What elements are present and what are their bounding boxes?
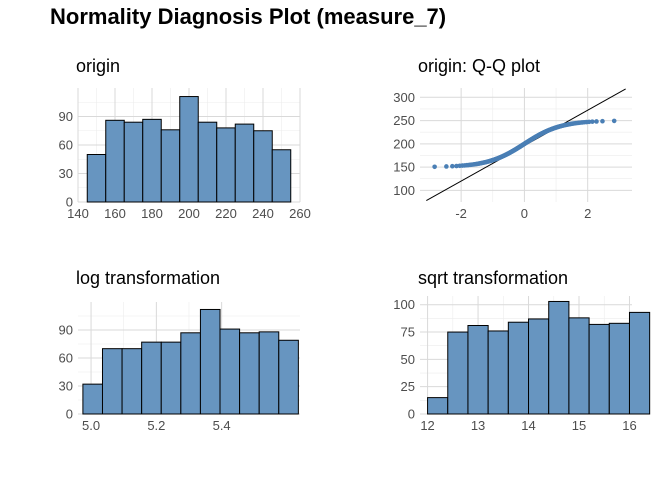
x-tick-label: 14 <box>521 418 535 433</box>
panel-title: sqrt transformation <box>418 268 568 288</box>
panel-title: origin: Q-Q plot <box>418 56 540 76</box>
y-tick-label: 100 <box>393 183 415 198</box>
page-title: Normality Diagnosis Plot (measure_7) <box>50 4 447 29</box>
histogram-bar <box>82 383 103 415</box>
qq-point <box>594 119 599 124</box>
histogram-bar <box>199 308 221 415</box>
histogram-bar <box>234 123 255 203</box>
x-tick-label: 5.2 <box>147 418 165 433</box>
y-tick-label: 25 <box>401 379 415 394</box>
x-tick-label: 140 <box>67 206 89 221</box>
y-tick-label: 30 <box>59 379 73 394</box>
x-tick-label: 0 <box>521 206 528 221</box>
histogram-bar <box>86 154 107 203</box>
histogram-bar <box>467 325 489 415</box>
histogram-bar <box>180 332 201 415</box>
panel-sqrt: sqrt transformation 12 13 14 15 16 0 25 50 75 100 <box>393 268 651 433</box>
x-tick-label: 240 <box>252 206 274 221</box>
histogram-bar <box>123 121 144 203</box>
x-tick-label: 5.4 <box>213 418 231 433</box>
qq-point <box>611 118 617 124</box>
histogram-bar <box>487 330 509 415</box>
panel-log: log transformation 5.0 5.2 5.4 0 30 60 90 <box>59 268 300 433</box>
histogram-bar <box>160 341 182 415</box>
qq-point <box>590 119 595 124</box>
histogram-bar <box>427 397 449 415</box>
qq-point <box>432 164 437 170</box>
qq-point <box>444 164 449 169</box>
histogram-bar <box>179 96 199 203</box>
panel-origin: origin 140 160 180 200 220 240 260 0 30 60 90 <box>59 56 311 221</box>
histogram-bar <box>447 331 469 415</box>
histogram-bar <box>528 318 550 415</box>
y-tick-label: 150 <box>393 160 415 175</box>
y-tick-label: 75 <box>401 325 415 340</box>
x-tick-label: 220 <box>215 206 237 221</box>
histogram-bar <box>278 339 299 415</box>
histogram-bar <box>105 119 125 203</box>
histogram-bar <box>507 321 530 415</box>
y-tick-label: 0 <box>66 407 73 422</box>
y-tick-label: 50 <box>401 352 415 367</box>
x-tick-label: -2 <box>455 206 467 221</box>
x-tick-label: 160 <box>104 206 126 221</box>
panel-qq: origin: Q-Q plot -2 0 2 100 150 200 250 300 <box>393 56 632 221</box>
x-tick-label: 16 <box>622 418 636 433</box>
histogram-bar <box>608 322 630 415</box>
y-tick-label: 90 <box>59 109 73 124</box>
y-tick-label: 250 <box>393 113 415 128</box>
y-tick-label: 200 <box>393 136 415 151</box>
y-tick-label: 0 <box>66 195 73 210</box>
histogram-bar <box>239 332 260 415</box>
histogram-bar <box>142 118 162 203</box>
histogram-bar <box>258 331 280 415</box>
histogram-bar <box>160 129 181 203</box>
histogram-bar <box>197 121 218 203</box>
y-tick-label: 60 <box>59 138 73 153</box>
panel-title: origin <box>76 56 120 76</box>
y-tick-label: 300 <box>393 90 415 105</box>
histogram-bar <box>141 341 162 415</box>
x-tick-label: 180 <box>141 206 163 221</box>
y-tick-label: 0 <box>408 407 415 422</box>
x-tick-label: 15 <box>572 418 586 433</box>
histogram-bar <box>121 348 143 415</box>
histogram-bar <box>588 323 610 415</box>
histogram-bar <box>271 149 292 203</box>
y-tick-label: 100 <box>393 297 415 312</box>
x-tick-label: 5.0 <box>82 418 100 433</box>
qq-point <box>600 118 605 124</box>
y-tick-label: 60 <box>59 351 73 366</box>
y-tick-label: 90 <box>59 323 73 338</box>
x-tick-label: 12 <box>420 418 434 433</box>
histogram-bar <box>219 328 241 415</box>
histogram-bar <box>568 317 590 415</box>
x-tick-label: 260 <box>289 206 311 221</box>
histogram-bar <box>216 127 236 203</box>
qq-point <box>450 163 455 169</box>
x-tick-label: 2 <box>584 206 591 221</box>
histogram-bar <box>628 311 651 415</box>
x-tick-label: 13 <box>471 418 485 433</box>
panel-title: log transformation <box>76 268 220 288</box>
y-tick-label: 30 <box>59 166 73 181</box>
histogram-bar <box>253 130 273 203</box>
histogram-bar <box>548 300 570 415</box>
x-tick-label: 200 <box>178 206 200 221</box>
histogram-bar <box>101 348 123 415</box>
